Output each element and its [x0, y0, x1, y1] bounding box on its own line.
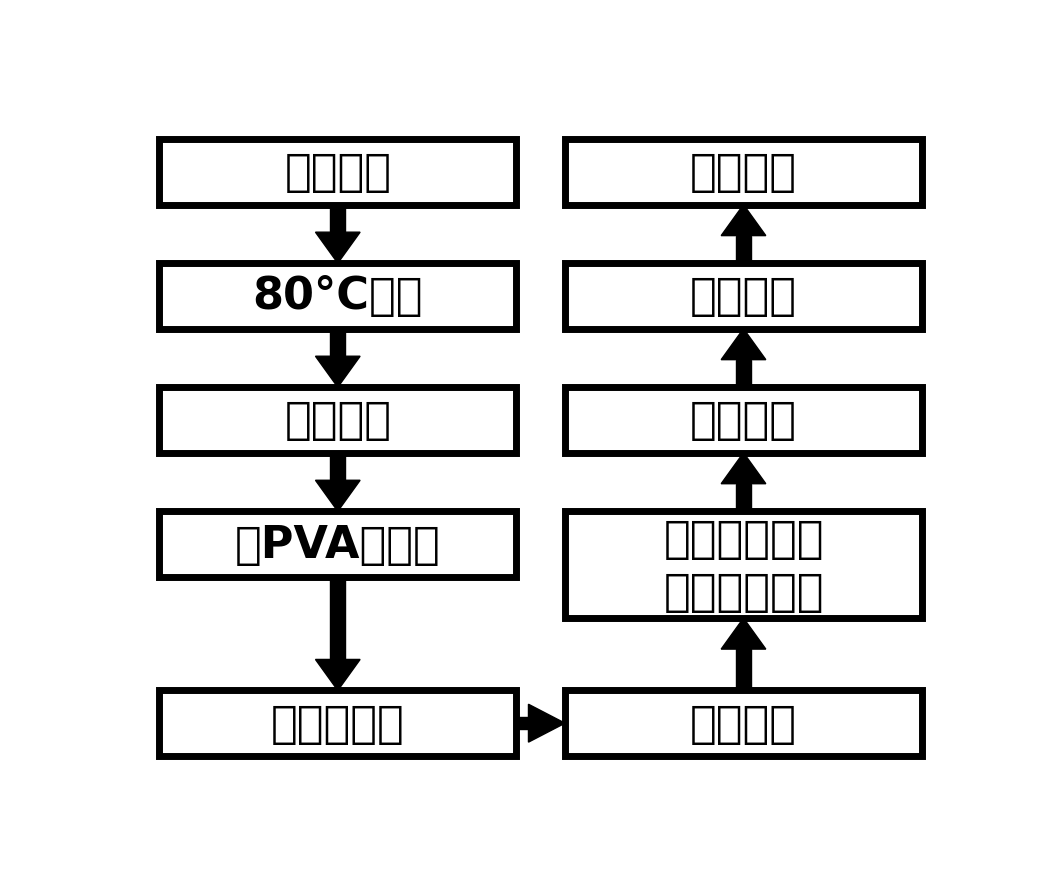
Bar	[331, 206, 346, 233]
Text: 排粘（马弗炉
或激光辐照）: 排粘（马弗炉 或激光辐照）	[663, 517, 824, 613]
Text: 研磨均匀: 研磨均匀	[285, 399, 392, 442]
Polygon shape	[315, 357, 360, 388]
Bar	[565, 140, 922, 206]
Text: 加PVA粘结剂: 加PVA粘结剂	[235, 523, 441, 566]
Polygon shape	[315, 660, 360, 691]
Text: 激光烧结: 激光烧结	[690, 399, 797, 442]
Bar	[565, 388, 922, 453]
Bar	[565, 691, 922, 756]
Polygon shape	[721, 329, 765, 360]
Text: 球磨混合: 球磨混合	[285, 151, 392, 194]
Text: 研磨抛光: 研磨抛光	[690, 275, 797, 318]
Bar	[736, 649, 751, 691]
Bar	[159, 388, 516, 453]
Text: 压实成型: 压实成型	[690, 702, 797, 745]
Polygon shape	[315, 481, 360, 511]
Bar	[331, 453, 346, 481]
Bar	[159, 264, 516, 329]
Polygon shape	[721, 619, 765, 649]
Bar	[736, 485, 751, 511]
Polygon shape	[529, 704, 565, 742]
Text: 镀电极膜: 镀电极膜	[690, 151, 797, 194]
Bar	[736, 236, 751, 264]
Polygon shape	[315, 233, 360, 264]
Bar	[736, 360, 751, 388]
Polygon shape	[721, 453, 765, 485]
Text: 研磨、过筛: 研磨、过筛	[271, 702, 404, 745]
Bar	[516, 717, 529, 730]
Bar	[331, 578, 346, 660]
Bar	[331, 329, 346, 357]
Bar	[159, 511, 516, 578]
Text: 80°C干燥: 80°C干燥	[252, 275, 423, 318]
Bar	[565, 511, 922, 619]
Bar	[159, 140, 516, 206]
Bar	[565, 264, 922, 329]
Polygon shape	[721, 206, 765, 236]
Bar	[159, 691, 516, 756]
